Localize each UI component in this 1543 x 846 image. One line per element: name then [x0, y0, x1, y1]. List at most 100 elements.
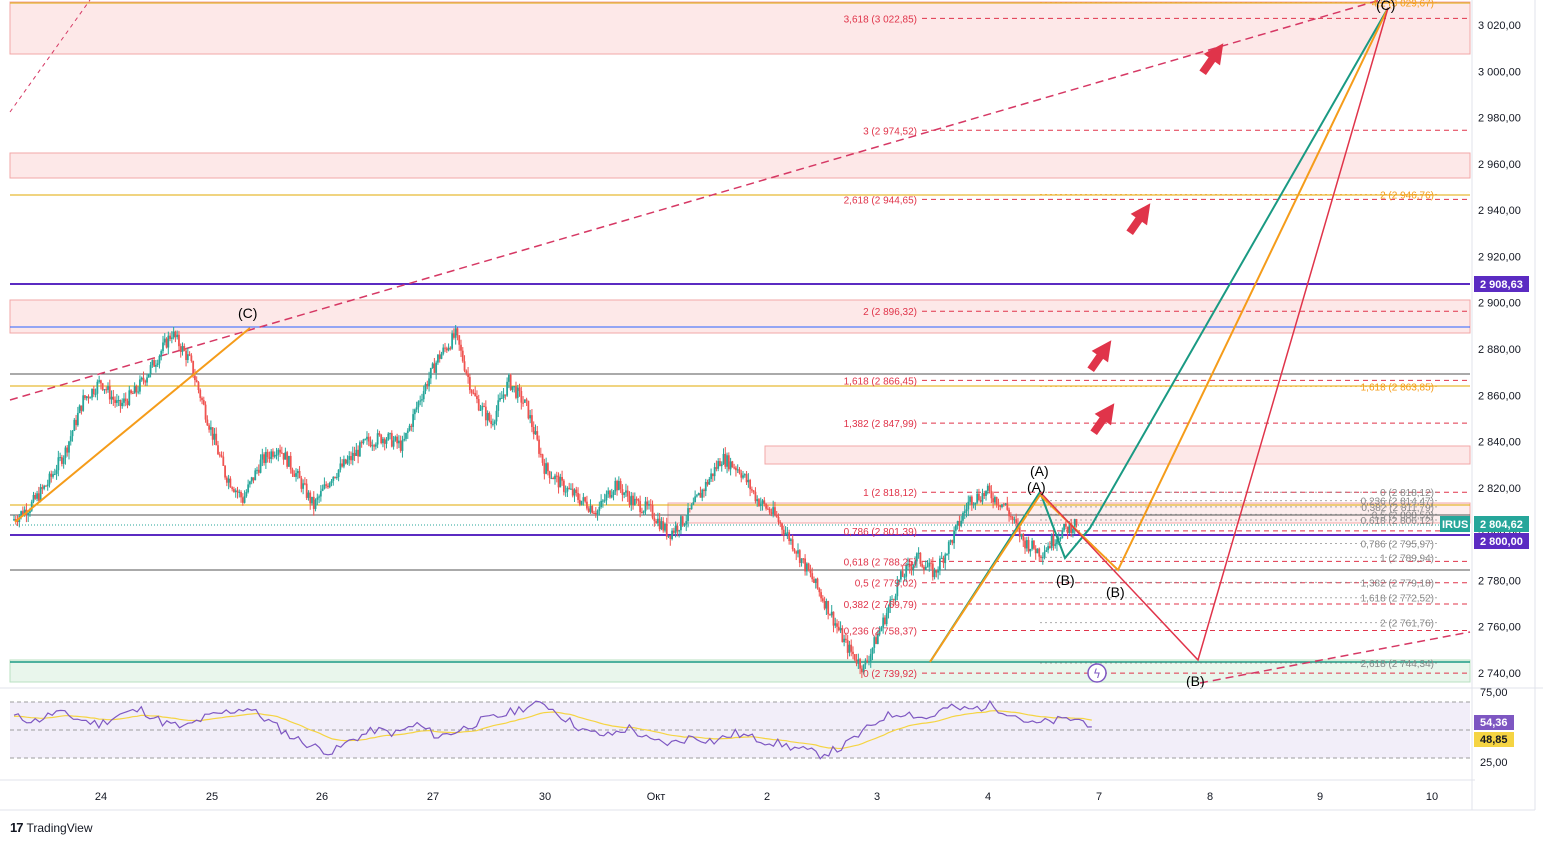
- candle-body: [305, 483, 308, 498]
- candle-body: [523, 399, 526, 403]
- candle-body: [935, 569, 938, 573]
- candle-body: [939, 558, 941, 571]
- candle-body: [355, 449, 358, 456]
- candle-body: [809, 570, 812, 574]
- candle-body: [80, 405, 83, 411]
- candle-body: [578, 499, 581, 505]
- candle-body: [511, 386, 514, 390]
- candle-body: [1011, 516, 1014, 520]
- candle-body: [442, 347, 445, 354]
- candle-body: [772, 507, 775, 514]
- x-tick-label: 10: [1426, 791, 1438, 803]
- candle-body: [192, 360, 195, 376]
- tradingview-logo[interactable]: 17 TradingView: [10, 820, 93, 835]
- candle-body: [396, 436, 399, 444]
- candle-body: [1041, 557, 1044, 559]
- y-tick-label: 2 980,00: [1478, 113, 1521, 125]
- candle-body: [1004, 503, 1007, 505]
- candle-body: [953, 530, 955, 544]
- candle-body: [720, 464, 723, 467]
- candle-body: [837, 626, 840, 631]
- candle-body: [170, 337, 173, 339]
- candle-body: [1009, 516, 1012, 518]
- candle-body: [766, 508, 769, 510]
- candle-body: [813, 579, 815, 583]
- candle-body: [1050, 535, 1053, 548]
- candle-body: [401, 440, 404, 451]
- candle-body: [921, 563, 924, 567]
- candle-body: [419, 400, 422, 402]
- y-tick-label: 2 920,00: [1478, 251, 1521, 263]
- candle-body: [167, 335, 170, 348]
- candle-body: [429, 367, 432, 379]
- candle-body: [788, 532, 791, 541]
- candle-body: [437, 354, 439, 363]
- x-tick-label: 25: [206, 791, 218, 803]
- candle-body: [59, 457, 62, 459]
- fib-retracement-label: 0,618 (2 806,12): [1361, 516, 1434, 527]
- candle-body: [623, 492, 626, 495]
- candle-body: [680, 516, 682, 531]
- lightning-icon: ϟ: [1093, 667, 1101, 681]
- x-tick-label: 27: [427, 791, 439, 803]
- fib-extension-label: 3,618 (3 022,85): [844, 14, 917, 25]
- candle-body: [100, 380, 102, 384]
- candle-body: [249, 481, 251, 485]
- candle-body: [974, 502, 977, 505]
- candle-body: [245, 492, 248, 497]
- candle-body: [440, 353, 443, 359]
- candle-body: [467, 373, 469, 378]
- candle-body: [703, 489, 705, 492]
- candle-body: [889, 599, 892, 607]
- candle-body: [137, 391, 140, 393]
- candle-body: [94, 393, 97, 395]
- candle-body: [988, 485, 991, 491]
- candle-body: [887, 606, 890, 614]
- candle-body: [958, 521, 961, 527]
- candle-body: [493, 421, 496, 424]
- candle-body: [32, 494, 35, 502]
- rsi-ma-text: 48,85: [1480, 734, 1508, 746]
- candle-body: [820, 592, 822, 599]
- candle-body: [910, 567, 913, 570]
- target-arrows: [1087, 43, 1224, 436]
- candle-body: [316, 497, 319, 500]
- candle-body: [1068, 523, 1071, 533]
- candle-body: [126, 401, 129, 405]
- candle-body: [742, 475, 744, 478]
- candle-body: [366, 436, 368, 440]
- candle-body: [632, 495, 634, 506]
- candle-body: [1038, 548, 1041, 557]
- candle-body: [319, 490, 322, 497]
- candle-body: [790, 539, 792, 541]
- candle-body: [557, 475, 560, 488]
- candle-body: [990, 490, 993, 499]
- candle-body: [197, 382, 200, 391]
- up-arrow-icon: [1126, 203, 1151, 236]
- candle-body: [946, 553, 948, 555]
- x-tick-label: 24: [95, 791, 107, 803]
- candle-body: [451, 333, 454, 349]
- candle-body: [683, 524, 686, 526]
- candle-body: [399, 440, 402, 451]
- candle-body: [289, 455, 292, 470]
- current-price-tag[interactable]: [1474, 516, 1529, 532]
- symbol-tag: [1440, 516, 1470, 532]
- candle-body: [642, 511, 645, 513]
- candle-body: [832, 611, 835, 626]
- candle-body: [14, 519, 17, 522]
- candle-body: [282, 453, 285, 460]
- candle-body: [983, 493, 986, 496]
- candle-body: [765, 503, 767, 509]
- candle-body: [669, 535, 672, 539]
- candle-body: [78, 405, 81, 413]
- event-marker[interactable]: [1087, 663, 1107, 683]
- candle-body: [213, 433, 216, 440]
- candle-body: [1018, 526, 1021, 537]
- candle-body: [1034, 548, 1037, 554]
- candle-body: [341, 463, 344, 467]
- candle-body: [956, 521, 959, 526]
- candle-body: [483, 405, 485, 407]
- fib-extension-label: 1,618 (2 866,45): [844, 376, 917, 387]
